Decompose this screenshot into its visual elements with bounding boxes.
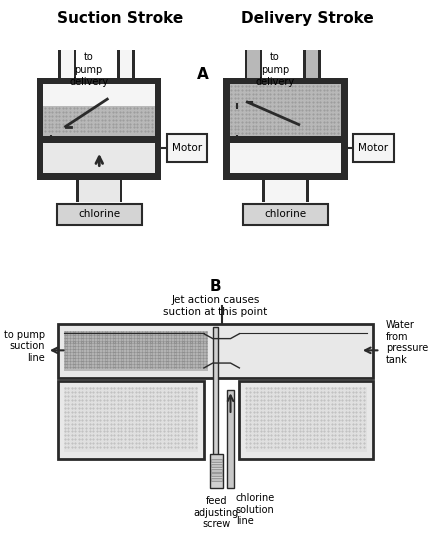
Text: Suction Stroke: Suction Stroke (57, 11, 183, 26)
Bar (58, 50, 76, 78)
Text: chlorine: chlorine (78, 209, 121, 220)
Text: to
pump
delivery: to pump delivery (69, 52, 108, 87)
Text: Jet action causes
suction at this point: Jet action causes suction at this point (163, 295, 267, 317)
Bar (57, 204, 142, 225)
Bar (210, 454, 222, 488)
Bar (245, 388, 367, 452)
Text: to pump
suction
line: to pump suction line (4, 330, 45, 363)
Text: A: A (197, 67, 209, 82)
Bar (117, 50, 135, 78)
Bar (245, 50, 262, 78)
Bar (230, 143, 341, 173)
Bar (44, 84, 155, 106)
Text: feed
adjusting
screw: feed adjusting screw (194, 496, 239, 529)
Bar (44, 84, 155, 136)
Bar (44, 143, 155, 173)
Text: to
pump
delivery: to pump delivery (255, 52, 294, 87)
Bar (76, 180, 122, 202)
Bar (235, 331, 367, 371)
Text: Motor: Motor (172, 143, 202, 153)
Bar (211, 474, 222, 476)
Bar (79, 180, 120, 202)
Bar (57, 324, 373, 378)
Bar (262, 180, 308, 202)
Bar (44, 136, 155, 143)
Bar (37, 78, 161, 180)
Text: Delivery Stroke: Delivery Stroke (241, 11, 374, 26)
Text: B: B (210, 279, 221, 294)
Bar (230, 136, 341, 143)
Bar (211, 478, 222, 481)
Bar (120, 50, 132, 78)
Bar (64, 388, 198, 452)
Bar (230, 84, 341, 136)
Bar (303, 50, 321, 78)
Bar (167, 134, 207, 162)
Bar (61, 50, 73, 78)
Bar (239, 381, 373, 459)
Text: chlorine: chlorine (264, 209, 307, 220)
Bar (227, 390, 234, 488)
Bar (211, 469, 222, 471)
Bar (243, 204, 328, 225)
Text: chlorine
solution
line: chlorine solution line (236, 493, 275, 526)
Bar (211, 459, 222, 462)
Bar (223, 78, 348, 180)
Bar (265, 180, 306, 202)
Bar (64, 331, 208, 371)
Text: Motor: Motor (358, 143, 388, 153)
Text: Water
from
pressure
tank: Water from pressure tank (386, 320, 428, 365)
Bar (211, 464, 222, 467)
Bar (57, 381, 204, 459)
Bar (306, 50, 318, 78)
Bar (248, 50, 260, 78)
Bar (353, 134, 394, 162)
Bar (213, 327, 218, 459)
